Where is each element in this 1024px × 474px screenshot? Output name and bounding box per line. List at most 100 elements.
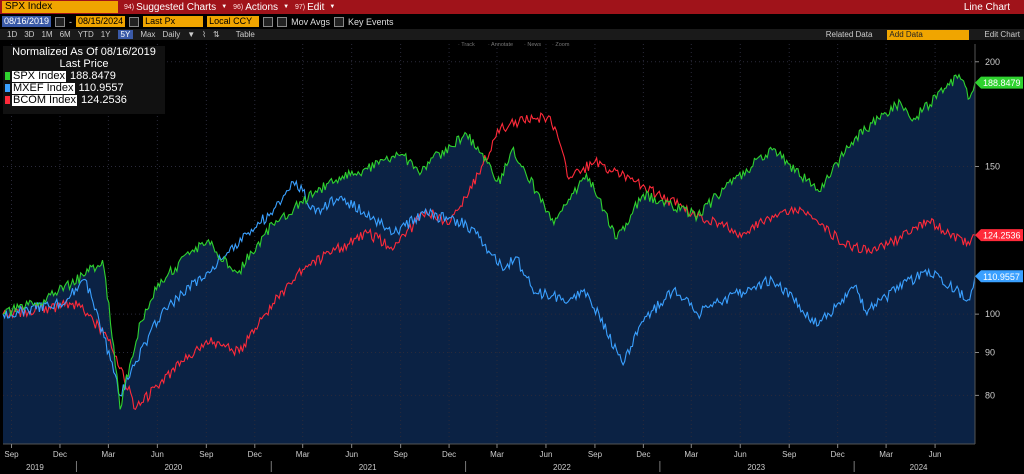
- chart-kind-label: Line Chart: [963, 1, 1010, 13]
- series-lines: [2, 73, 976, 411]
- plot-tool-news[interactable]: · News: [524, 42, 541, 48]
- period-selector[interactable]: Daily: [162, 30, 181, 39]
- x-tick-label: Dec: [248, 450, 262, 459]
- mov-avgs-label: Mov Avgs: [291, 16, 330, 27]
- suggested-charts-menu[interactable]: 94) Suggested Charts ▼: [124, 2, 227, 13]
- legend-item[interactable]: BCOM Index 124.2536: [3, 94, 165, 106]
- edit-chart-button[interactable]: Edit Chart: [984, 30, 1020, 39]
- x-year-label: 2021: [359, 463, 377, 472]
- range-max[interactable]: Max: [140, 30, 156, 39]
- x-tick-label: Sep: [199, 450, 214, 459]
- last-value-tag: 110.9557: [975, 270, 1023, 283]
- area-fill-layer: [3, 74, 975, 444]
- period-caret-icon[interactable]: ▼: [187, 30, 196, 39]
- x-year-label: 2023: [747, 463, 765, 472]
- legend-subheader: Last Price: [59, 58, 109, 70]
- series-line-bcom-index[interactable]: [2, 112, 976, 411]
- actions-menu[interactable]: 96) Actions ▼: [233, 2, 289, 13]
- calendar-icon[interactable]: [129, 16, 140, 27]
- legend: Normalized As Of 08/16/2019 Last Price S…: [3, 46, 165, 114]
- last-value-tag-text: 124.2536: [983, 231, 1021, 241]
- chart-type-icon[interactable]: ⌇: [202, 30, 207, 39]
- range-5y[interactable]: 5Y: [117, 30, 134, 39]
- range-bar: 1D 3D 1M 6M YTD 1Y 5Y Max Daily ▼ ⌇ ⇅ Ta…: [0, 29, 1024, 40]
- plot-tool-zoom[interactable]: · Zoom: [552, 42, 570, 48]
- y-tick-label: 200: [985, 57, 1000, 67]
- x-tick-label: Dec: [442, 450, 456, 459]
- add-data-input[interactable]: Add Data: [887, 29, 970, 40]
- menu-number: 96): [233, 3, 244, 11]
- related-data-button[interactable]: Related Data: [825, 30, 873, 39]
- plot-tool-track[interactable]: · Track: [458, 42, 475, 48]
- x-tick-label: Mar: [102, 450, 116, 459]
- menu-label: Suggested Charts: [136, 1, 217, 13]
- ticker-input[interactable]: SPX Index: [2, 1, 118, 13]
- range-ytd[interactable]: YTD: [77, 30, 94, 39]
- x-tick-label: Sep: [394, 450, 409, 459]
- menu-number: 97): [295, 3, 306, 11]
- x-tick-label: Sep: [782, 450, 797, 459]
- legend-item[interactable]: SPX Index 188.8479: [3, 70, 165, 82]
- field-selector[interactable]: Last Px: [143, 16, 204, 27]
- x-tick-label: Dec: [53, 450, 67, 459]
- range-1y[interactable]: 1Y: [100, 30, 111, 39]
- calendar-icon[interactable]: [55, 16, 66, 27]
- key-events-checkbox[interactable]: [333, 16, 344, 27]
- series-line-spx-index[interactable]: [2, 73, 976, 410]
- y-tick-label: 80: [985, 390, 995, 400]
- menu-number: 94): [124, 3, 135, 11]
- x-tick-label: Dec: [831, 450, 845, 459]
- legend-swatch: [5, 84, 10, 92]
- y-tick-label: 150: [985, 162, 1000, 172]
- legend-swatch: [5, 96, 10, 104]
- x-tick-label: Sep: [588, 450, 603, 459]
- x-year-label: 2020: [164, 463, 182, 472]
- start-date-field[interactable]: 08/16/2019: [2, 16, 52, 27]
- range-1m[interactable]: 1M: [41, 30, 53, 39]
- x-tick-label: Jun: [151, 450, 164, 459]
- legend-name: SPX Index: [12, 69, 66, 82]
- table-button[interactable]: Table: [235, 30, 255, 39]
- x-year-label: 2019: [26, 463, 44, 472]
- x-year-label: 2024: [910, 463, 928, 472]
- range-3d[interactable]: 3D: [24, 30, 35, 39]
- last-value-tag-text: 110.9557: [983, 272, 1020, 282]
- legend-name: MXEF Index: [12, 81, 75, 94]
- y-tick-label: 100: [985, 309, 1000, 319]
- y-axis: 80 90 100 150 200 188.8479 110.9557 124.2536: [974, 44, 1023, 444]
- end-date-field[interactable]: 08/15/2024: [76, 16, 126, 27]
- y-tick-label: 90: [985, 347, 995, 357]
- last-value-tag-bg: [975, 76, 1023, 89]
- title-bar: SPX Index 94) Suggested Charts ▼ 96) Action…: [0, 0, 1024, 14]
- last-value-tag: 124.2536: [975, 229, 1023, 242]
- currency-selector[interactable]: Local CCY: [207, 16, 260, 27]
- spx-area-fill: [3, 74, 975, 444]
- edit-menu[interactable]: 97) Edit ▼: [295, 2, 335, 13]
- last-value-tag-bg: [975, 229, 1023, 242]
- mov-avgs-checkbox[interactable]: [277, 16, 288, 27]
- x-axis: Sep Dec Mar Jun Sep Dec Mar Jun Sep Dec Mar Jun Sep D…: [3, 443, 975, 472]
- control-bar: 08/16/2019 - 08/15/2024 Last Px Local CC…: [0, 15, 1024, 28]
- legend-item[interactable]: MXEF Index 110.9557: [3, 82, 165, 94]
- plot-tool-annotate[interactable]: · Annotate: [488, 42, 513, 48]
- x-tick-label: Jun: [540, 450, 553, 459]
- x-tick-label: Mar: [490, 450, 504, 459]
- last-value-tag: 188.8479: [975, 76, 1023, 89]
- legend-swatch: [5, 72, 10, 80]
- grid-layer: [3, 44, 975, 444]
- last-value-tag-text: 188.8479: [983, 78, 1021, 88]
- x-year-label: 2022: [553, 463, 571, 472]
- caret-down-icon: ▼: [329, 4, 336, 10]
- sort-icon[interactable]: ⇅: [213, 30, 220, 39]
- series-line-mxef-index[interactable]: [2, 179, 976, 397]
- menu-label: Actions: [245, 1, 279, 13]
- x-tick-label: Mar: [296, 450, 310, 459]
- currency-dropdown-icon[interactable]: [263, 16, 274, 27]
- x-tick-label: Mar: [879, 450, 893, 459]
- range-1d[interactable]: 1D: [7, 30, 18, 39]
- range-6m[interactable]: 6M: [59, 30, 71, 39]
- date-separator: -: [69, 16, 73, 27]
- plot-tools: · Track · Annotate · News · Zoom: [458, 42, 570, 48]
- key-events-label: Key Events: [347, 16, 394, 27]
